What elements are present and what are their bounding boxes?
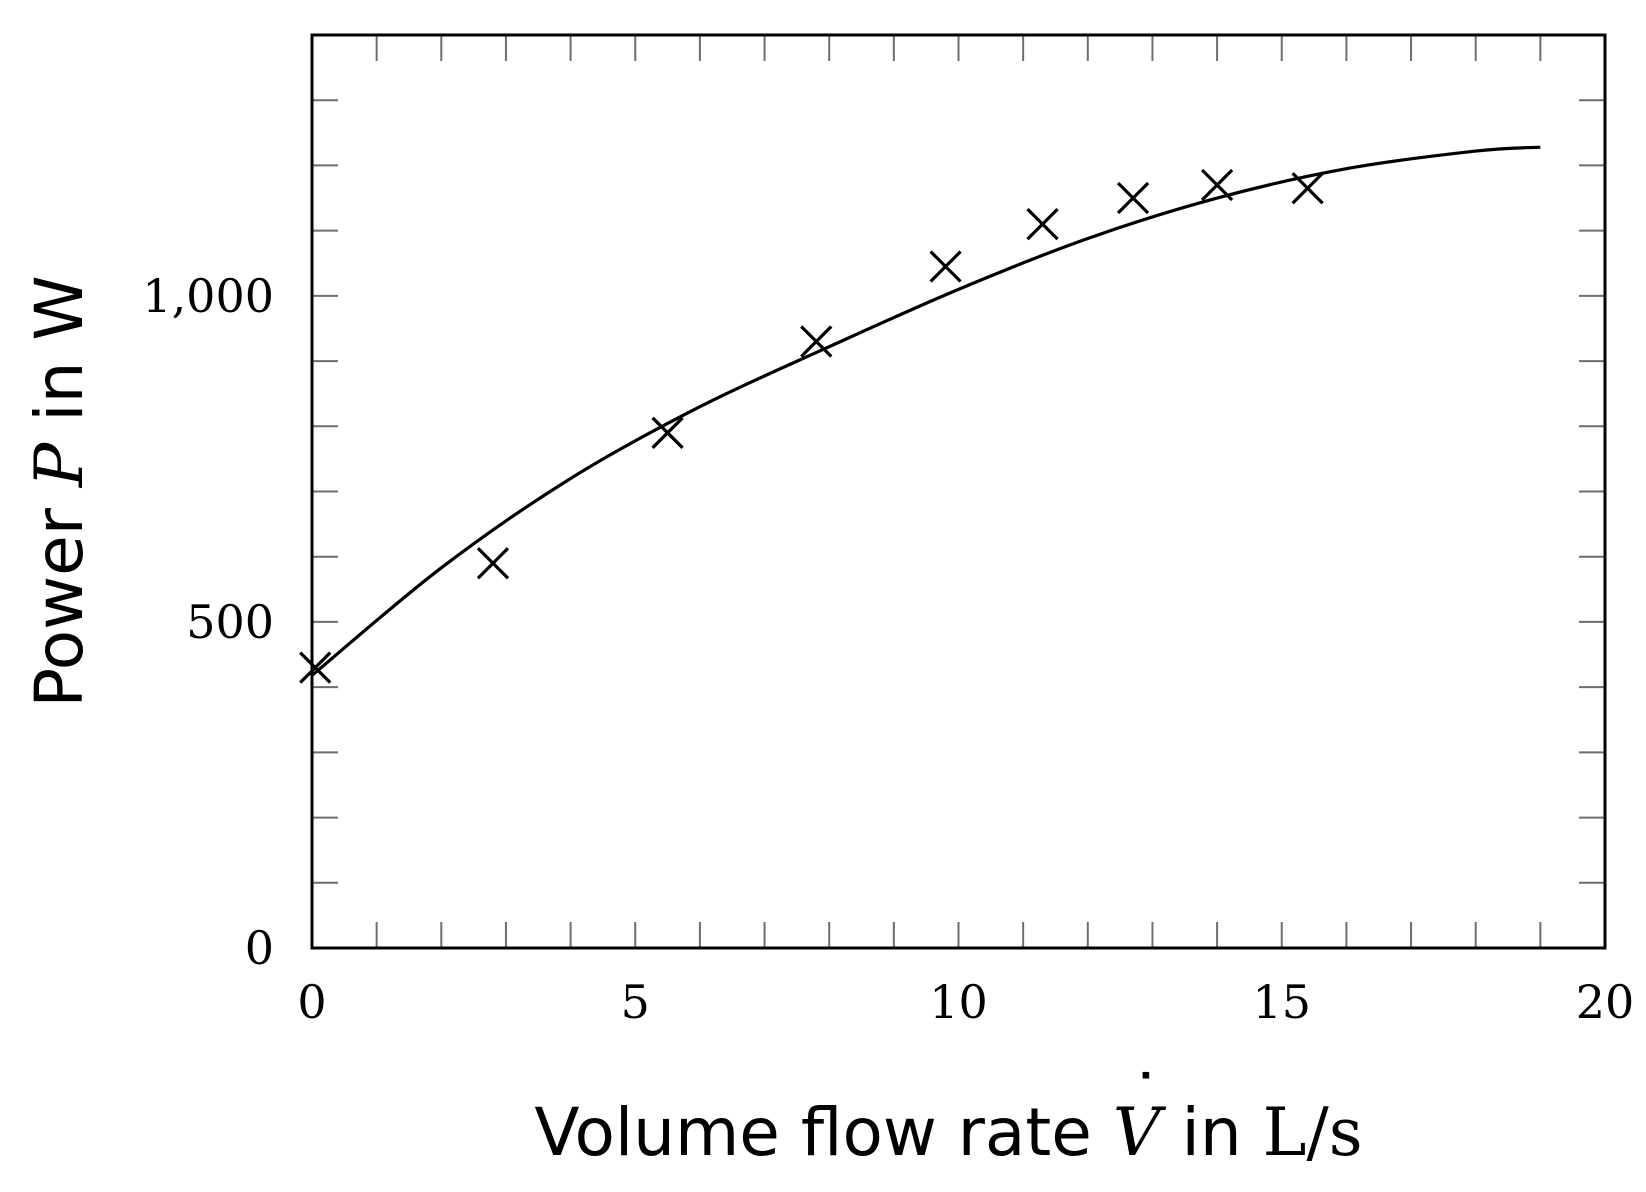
y-tick-labels: 0 500 1,000 — [142, 269, 274, 975]
data-point — [651, 416, 684, 449]
data-point — [1291, 172, 1324, 205]
data-point-stroke — [651, 416, 684, 449]
data-point-stroke — [1116, 181, 1150, 215]
y-axis-label-prefix: Power — [21, 487, 98, 708]
y-tick-label: 1,000 — [142, 269, 274, 323]
y-axis-label-middle: in — [21, 341, 98, 443]
y-tick-label: 500 — [186, 595, 274, 649]
x-axis-label-middle: in — [1161, 1094, 1263, 1171]
x-tick-label: 0 — [297, 975, 326, 1029]
data-point — [929, 250, 962, 283]
y-axis-label-unit: W — [21, 275, 98, 340]
x-axis-label: Volume flow rate V in L/s — [534, 1094, 1362, 1171]
data-point — [800, 325, 833, 358]
fit-curve-layer — [310, 145, 1541, 677]
data-point — [299, 651, 332, 684]
data-point-stroke — [1291, 172, 1324, 205]
data-point-stroke — [1026, 207, 1059, 241]
x-tick-label: 5 — [621, 975, 650, 1029]
data-point — [1200, 168, 1234, 202]
x-tick-label: 10 — [929, 975, 988, 1029]
data-point-stroke — [800, 325, 833, 358]
data-point-stroke — [1200, 168, 1234, 202]
data-point — [476, 547, 510, 580]
plot-frame — [310, 33, 1607, 950]
x-axis-symbol-dot: ˙ — [1129, 1061, 1162, 1138]
data-point — [1116, 181, 1150, 215]
x-tick-labels: 0 5 10 15 20 — [297, 975, 1634, 1029]
fit-curve — [310, 145, 1541, 677]
x-axis-label-symbol: V — [1113, 1094, 1167, 1171]
data-point-stroke — [299, 651, 332, 684]
data-points — [299, 168, 1324, 684]
data-point — [1026, 207, 1059, 241]
data-point-stroke — [929, 250, 962, 283]
y-axis-label-symbol: P — [21, 441, 98, 488]
x-tick-label: 15 — [1252, 975, 1311, 1029]
y-axis-label: Power P in W — [21, 275, 98, 707]
tick-marks — [311, 34, 1606, 949]
x-tick-label: 20 — [1576, 975, 1635, 1029]
y-tick-label: 0 — [245, 921, 274, 975]
data-point-stroke — [476, 547, 510, 580]
x-axis-label-unit: L/s — [1263, 1094, 1363, 1171]
x-axis-label-prefix: Volume flow rate — [534, 1094, 1112, 1171]
